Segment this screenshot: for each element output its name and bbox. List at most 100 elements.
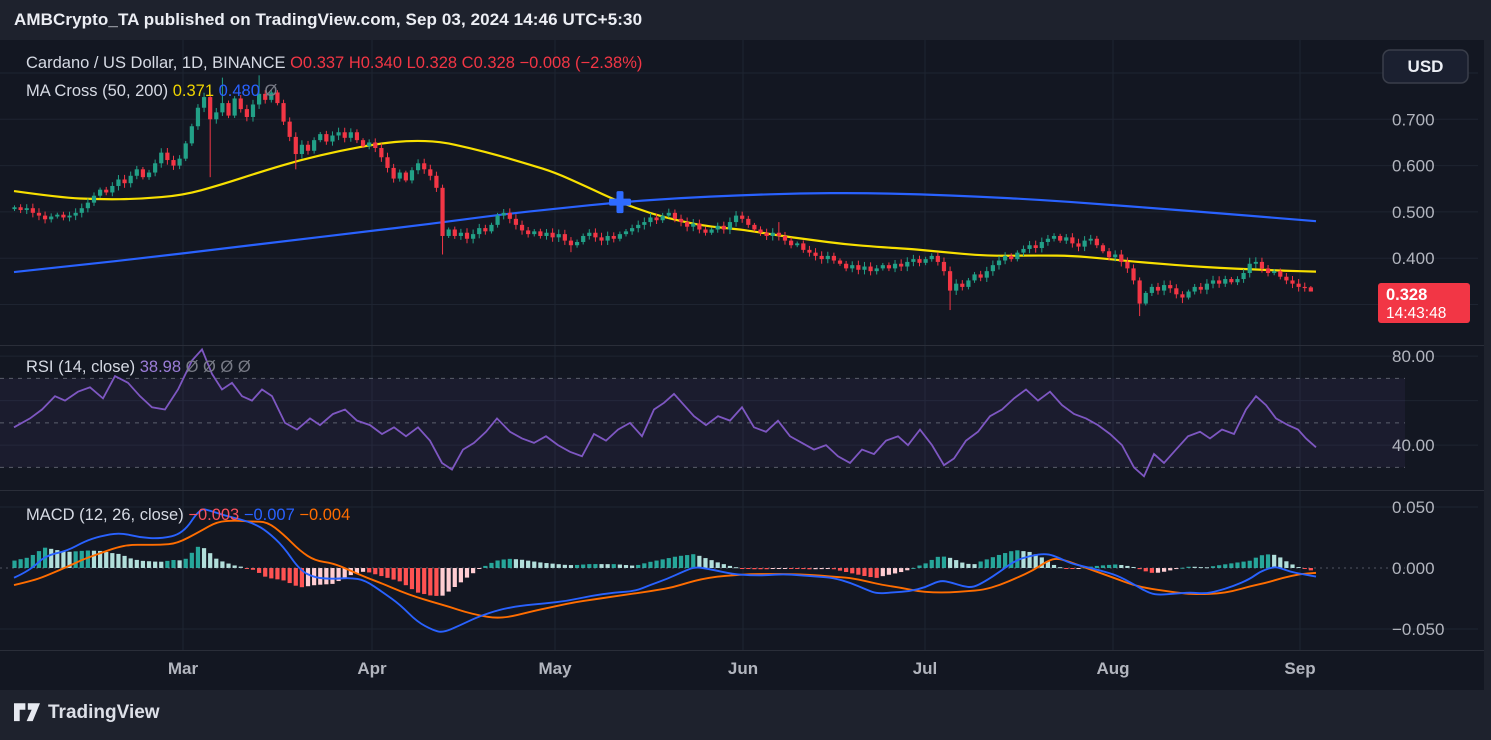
hist-bar <box>960 562 965 568</box>
hist-bar <box>672 556 678 568</box>
candle <box>1119 254 1124 262</box>
hist-bar <box>415 568 421 593</box>
rsi-status-row[interactable]: RSI (14, close) 38.98 Ø Ø Ø Ø <box>26 358 251 376</box>
candle <box>844 263 849 269</box>
candle <box>177 158 182 166</box>
currency-button-frame[interactable] <box>1382 49 1469 84</box>
hist-bar <box>434 568 439 596</box>
candle <box>666 212 671 216</box>
candle <box>1204 283 1210 290</box>
candle <box>159 152 164 164</box>
price-scale[interactable]: 0.700 0.600 0.500 0.400 80.00 40.00 0.050 0.000… <box>1392 110 1444 639</box>
hist-bar <box>1039 557 1044 568</box>
candle <box>868 266 873 272</box>
hist-bar <box>819 568 824 570</box>
hist-bar <box>336 568 341 582</box>
hist-bar <box>1027 551 1032 568</box>
hist-bar <box>617 564 622 568</box>
candle <box>807 249 812 253</box>
candle <box>312 140 317 151</box>
tradingview-brand-text: TradingView <box>48 702 160 723</box>
hist-bar <box>807 568 812 570</box>
right-edge-strip <box>1484 40 1491 690</box>
macd-status-row[interactable]: MACD (12, 26, close) −0.003 −0.007 −0.00… <box>26 506 350 524</box>
candle <box>1003 255 1008 261</box>
candle <box>1168 285 1173 289</box>
hist-bar <box>678 555 684 568</box>
time-axis[interactable]: Mar Apr May Jun Jul Aug Sep <box>168 659 1316 678</box>
hist-bar <box>776 568 781 569</box>
candle <box>1131 268 1136 281</box>
candle <box>422 163 427 170</box>
candle <box>232 98 237 116</box>
candle <box>91 195 97 203</box>
hist-bar <box>342 568 347 578</box>
candle <box>61 214 66 218</box>
hist-bar <box>905 568 910 571</box>
last-price-tag-bg <box>1378 283 1470 323</box>
hist-bar <box>1290 564 1295 568</box>
hist-bar <box>752 568 757 570</box>
candle <box>574 241 580 246</box>
hist-bar <box>208 553 213 568</box>
candle <box>801 243 806 250</box>
candle <box>1296 283 1301 287</box>
hist-bar <box>226 563 231 568</box>
candle <box>795 243 800 246</box>
candle <box>672 212 678 219</box>
candle <box>892 263 898 269</box>
hist-bar <box>1235 562 1240 568</box>
candle <box>905 261 910 267</box>
symbol-status-row[interactable]: Cardano / US Dollar, 1D, BINANCE O0.337 … <box>26 54 642 72</box>
candle <box>55 214 60 217</box>
hist-bar <box>367 568 372 573</box>
hist-bar <box>122 555 127 568</box>
hist-bar <box>837 568 843 571</box>
candle <box>990 265 995 272</box>
hist-bar <box>1003 553 1008 568</box>
hist-bar <box>146 561 152 568</box>
hist-bar <box>85 550 90 568</box>
candle <box>477 228 482 235</box>
currency-toggle-button[interactable]: USD <box>1382 49 1469 84</box>
candle <box>1259 261 1265 269</box>
candle <box>238 98 243 110</box>
candle <box>831 255 836 261</box>
candle <box>305 144 311 151</box>
candle <box>752 224 757 230</box>
hist-bar <box>299 568 305 588</box>
hist-bar <box>990 557 995 568</box>
time-axis-month-label: Jun <box>728 659 758 678</box>
hist-bar <box>1149 568 1154 573</box>
last-price-value: 0.328 <box>1386 286 1427 304</box>
ma-cross-status-row[interactable]: MA Cross (50, 200) 0.371 0.480 Ø <box>26 82 277 100</box>
candle <box>195 107 201 127</box>
candle <box>226 103 231 116</box>
candle <box>1186 291 1191 298</box>
hist-bar <box>18 559 23 568</box>
hist-bar <box>305 568 311 587</box>
candle <box>1265 268 1271 274</box>
hist-bar <box>440 568 445 596</box>
candle <box>648 217 653 223</box>
hist-bar <box>379 568 384 577</box>
candle <box>727 222 733 230</box>
candle <box>165 152 170 161</box>
hist-bar <box>929 559 934 568</box>
candle <box>1082 240 1087 247</box>
candle <box>703 229 708 233</box>
hist-bar <box>397 568 402 582</box>
hist-bar <box>275 568 280 580</box>
hist-bar <box>917 565 922 568</box>
hist-bar <box>697 555 702 568</box>
chart-canvas[interactable]: 0.700 0.600 0.500 0.400 80.00 40.00 0.050 0.000… <box>0 40 1491 690</box>
hist-bar <box>263 568 268 577</box>
candle <box>538 231 543 236</box>
candle <box>935 255 940 262</box>
candle <box>220 103 225 113</box>
hist-bar <box>764 568 769 570</box>
candle <box>1027 245 1032 249</box>
candle <box>929 255 934 260</box>
hist-bar <box>1131 566 1136 568</box>
